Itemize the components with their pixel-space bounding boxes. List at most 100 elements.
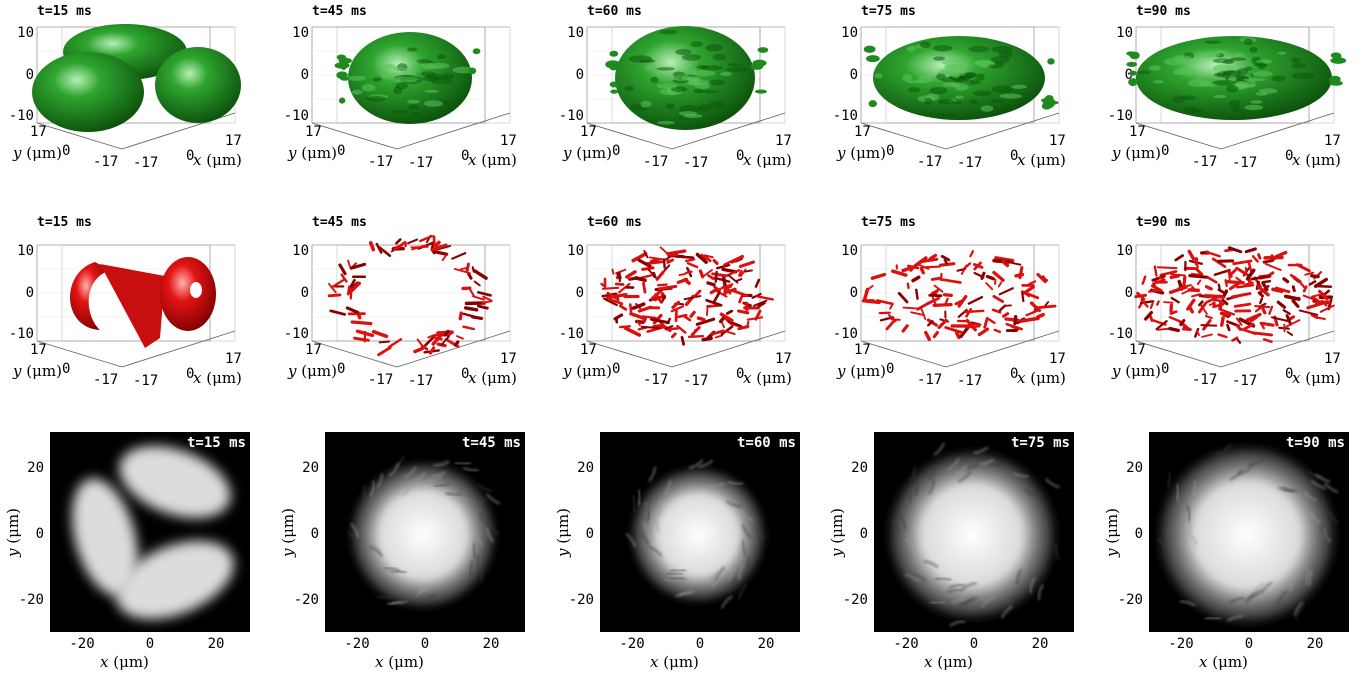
- vortex-filament: [601, 286, 620, 290]
- z-tick-label: 10: [1116, 243, 1133, 259]
- condensate-cloud: [345, 457, 501, 613]
- z-tick-label: 0: [850, 285, 858, 301]
- vortex-filament: [924, 330, 931, 342]
- y-tick-label: -17: [643, 154, 668, 170]
- vortex-filament: [744, 301, 749, 312]
- surface-fragment: [1129, 51, 1140, 60]
- surface-ripple: [640, 100, 652, 108]
- y-tick-label: -17: [93, 154, 118, 170]
- vortex-filament: [674, 255, 695, 259]
- vortex-filament: [713, 288, 728, 298]
- y-axis-label: y (μm): [828, 508, 846, 558]
- y-tick-label: 17: [854, 342, 871, 358]
- surface-fragment: [1126, 61, 1138, 67]
- time-label: t=90 ms: [1286, 435, 1345, 451]
- surface-ripple: [970, 79, 981, 85]
- vortex-filament: [1286, 331, 1294, 336]
- density-ripple: [1000, 605, 1013, 619]
- density-ripple: [347, 530, 358, 546]
- box-x-axis: [671, 330, 786, 368]
- x-tick-label: 20: [758, 636, 775, 652]
- vortex-filament: [726, 287, 737, 294]
- density-ripple: [376, 595, 394, 600]
- surface-ripple: [659, 29, 678, 35]
- x-tick-label: 0: [970, 636, 978, 652]
- y-tick-label: -20: [569, 592, 594, 608]
- surface-fragment: [1330, 57, 1347, 64]
- surface-ripple: [696, 64, 709, 70]
- surface-ripple: [1253, 70, 1273, 77]
- surface-ripple: [679, 104, 702, 113]
- vortex-filament: [1220, 316, 1225, 327]
- z-tick-label: 0: [576, 285, 584, 301]
- vortex-filament: [678, 273, 687, 277]
- vortex-filament: [443, 329, 450, 337]
- x-tick-label: 17: [775, 133, 792, 149]
- vortex-filament: [720, 325, 734, 336]
- density-ripple: [1179, 600, 1196, 607]
- vortex-filament: [744, 269, 753, 273]
- density-ripple: [678, 590, 695, 597]
- vortex-filament: [1154, 279, 1165, 285]
- density-ripple: [961, 582, 977, 591]
- vortex-filament: [715, 263, 731, 270]
- vortex-filament: [611, 268, 615, 275]
- density-ripple: [426, 474, 443, 483]
- surface-fragment: [334, 62, 350, 69]
- vortex-filament: [1159, 270, 1178, 277]
- vortex-filament: [727, 320, 743, 328]
- vortex-filament: [1308, 280, 1317, 286]
- vortex-filament: [649, 317, 670, 325]
- vortex-filament: [861, 299, 881, 305]
- vortex-filament: [1302, 294, 1315, 301]
- vortex-filament: [387, 338, 403, 349]
- y-tick-label: 17: [305, 342, 322, 358]
- vortex-filament: [1141, 275, 1147, 285]
- density-ripple: [401, 482, 414, 497]
- surface-ripple: [902, 74, 913, 82]
- vortex-filament: [655, 295, 663, 304]
- vortex-filament: [737, 309, 750, 315]
- surface-ripple: [968, 99, 979, 104]
- density-ripple: [1210, 610, 1228, 615]
- time-label: t=60 ms: [737, 435, 796, 451]
- vortex-filament: [1219, 311, 1232, 317]
- vortex-filament: [1201, 333, 1213, 338]
- density-ripple: [637, 489, 641, 506]
- vortex-filament: [683, 295, 702, 301]
- surface-ripple: [954, 95, 965, 100]
- density-ripple: [1259, 581, 1273, 595]
- y-tick-label: 0: [586, 526, 594, 542]
- box-front-face: [860, 26, 1035, 124]
- z-tick-label: -10: [833, 108, 858, 124]
- surface-ripple: [408, 104, 419, 111]
- vortex-filament: [649, 257, 658, 263]
- z-tick-label: 0: [26, 67, 34, 83]
- vortex-filament: [756, 295, 774, 301]
- density-ripple: [928, 478, 936, 495]
- vortex-filament: [723, 256, 740, 266]
- vortex-filament: [346, 285, 351, 296]
- density-lobe: [32, 52, 144, 132]
- y-axis-label: y (μm): [1111, 362, 1161, 380]
- vortex-filament: [467, 272, 473, 280]
- surface-ripple: [365, 95, 386, 102]
- vortex-filament: [714, 334, 724, 339]
- surface-ripple: [690, 41, 703, 48]
- density-ripple: [933, 442, 946, 456]
- vortex-filament: [1153, 265, 1158, 277]
- y-tick-label: -20: [19, 592, 44, 608]
- vortex-filament: [353, 336, 370, 342]
- y-axis-label: y (μm): [1103, 508, 1121, 558]
- vortex-filament: [983, 317, 989, 329]
- vortex-filament: [1221, 298, 1229, 306]
- y-tick-label: -20: [1118, 592, 1143, 608]
- vortex-filament: [940, 278, 962, 284]
- vortex-filament: [940, 254, 951, 262]
- vortex-filament: [1243, 322, 1255, 331]
- vortex-filament: [954, 299, 963, 306]
- surface-ripple: [698, 104, 712, 112]
- vortex-filament: [712, 258, 719, 266]
- surface-ripple: [1291, 62, 1307, 69]
- surface-ripple: [351, 89, 363, 95]
